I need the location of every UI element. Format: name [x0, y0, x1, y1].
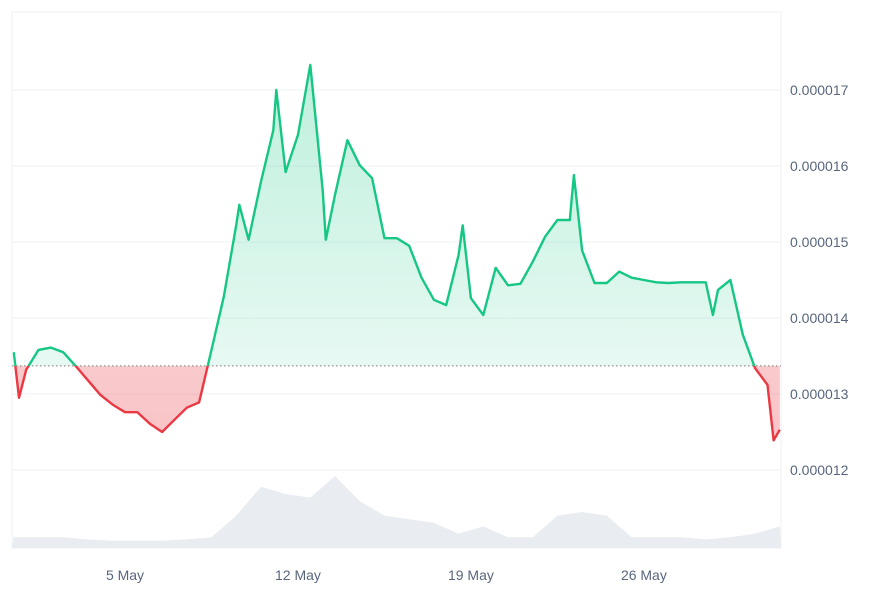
price-point: [778, 428, 781, 431]
price-point: [321, 189, 324, 192]
price-point: [371, 177, 374, 180]
price-point: [581, 249, 584, 252]
price-point: [445, 304, 448, 307]
price-point: [49, 346, 52, 349]
price-point: [235, 224, 238, 227]
price-point: [296, 133, 299, 136]
price-line-up: [12, 63, 756, 366]
price-point: [568, 218, 571, 221]
price-line-down: [14, 365, 781, 442]
price-point: [259, 180, 262, 183]
price-point: [309, 63, 312, 66]
price-point: [17, 396, 20, 399]
price-point: [655, 281, 658, 284]
price-point: [185, 406, 188, 409]
price-point: [717, 288, 720, 291]
price-point: [432, 298, 435, 301]
price-point: [198, 401, 201, 404]
price-point: [544, 235, 547, 238]
price-point: [346, 139, 349, 142]
price-point: [62, 351, 65, 354]
price-point: [272, 129, 275, 132]
y-tick-label: 0.000017: [790, 82, 849, 98]
price-point: [222, 295, 225, 298]
price-point: [711, 313, 714, 316]
price-point: [74, 364, 77, 367]
price-point: [729, 279, 732, 282]
price-point: [679, 281, 682, 284]
price-point: [25, 368, 28, 371]
x-tick-label: 26 May: [621, 567, 667, 583]
price-point: [461, 224, 464, 227]
price-point: [469, 297, 472, 300]
price-point: [161, 431, 164, 434]
price-point: [482, 313, 485, 316]
price-point: [111, 403, 114, 406]
price-point: [572, 174, 575, 177]
price-point: [766, 383, 769, 386]
price-point: [692, 281, 695, 284]
price-point: [37, 348, 40, 351]
price-area-down: [15, 365, 780, 441]
volume-area: [12, 476, 781, 548]
price-point: [395, 237, 398, 240]
price-point: [238, 203, 241, 206]
price-point: [531, 260, 534, 263]
price-point: [12, 351, 15, 354]
price-point: [148, 422, 151, 425]
x-tick-label: 12 May: [275, 567, 321, 583]
price-point: [99, 393, 102, 396]
x-tick-label: 5 May: [106, 567, 144, 583]
price-point: [605, 282, 608, 285]
y-tick-label: 0.000016: [790, 158, 849, 174]
price-point: [408, 244, 411, 247]
price-point: [124, 411, 127, 414]
y-tick-label: 0.000012: [790, 462, 849, 478]
price-point: [519, 282, 522, 285]
price-point: [275, 89, 278, 92]
price-point: [173, 418, 176, 421]
price-point: [324, 238, 327, 241]
price-point: [667, 282, 670, 285]
price-point: [383, 237, 386, 240]
price-point: [741, 333, 744, 336]
price-point: [136, 411, 139, 414]
price-point: [704, 281, 707, 284]
y-tick-label: 0.000013: [790, 386, 849, 402]
price-point: [210, 348, 213, 351]
price-point: [420, 276, 423, 279]
price-point: [618, 270, 621, 273]
price-point: [334, 193, 337, 196]
price-area-up: [13, 64, 780, 366]
price-point: [593, 282, 596, 285]
y-tick-label: 0.000015: [790, 234, 849, 250]
price-point: [642, 279, 645, 282]
price-point: [556, 218, 559, 221]
price-point: [630, 276, 633, 279]
price-point: [247, 238, 250, 241]
price-point: [494, 266, 497, 269]
price-point: [507, 284, 510, 287]
price-point: [772, 439, 775, 442]
price-point: [358, 164, 361, 167]
price-point: [457, 253, 460, 256]
price-point: [754, 367, 757, 370]
price-point: [284, 171, 287, 174]
y-tick-label: 0.000014: [790, 310, 849, 326]
price-point: [86, 379, 89, 382]
x-tick-label: 19 May: [448, 567, 494, 583]
